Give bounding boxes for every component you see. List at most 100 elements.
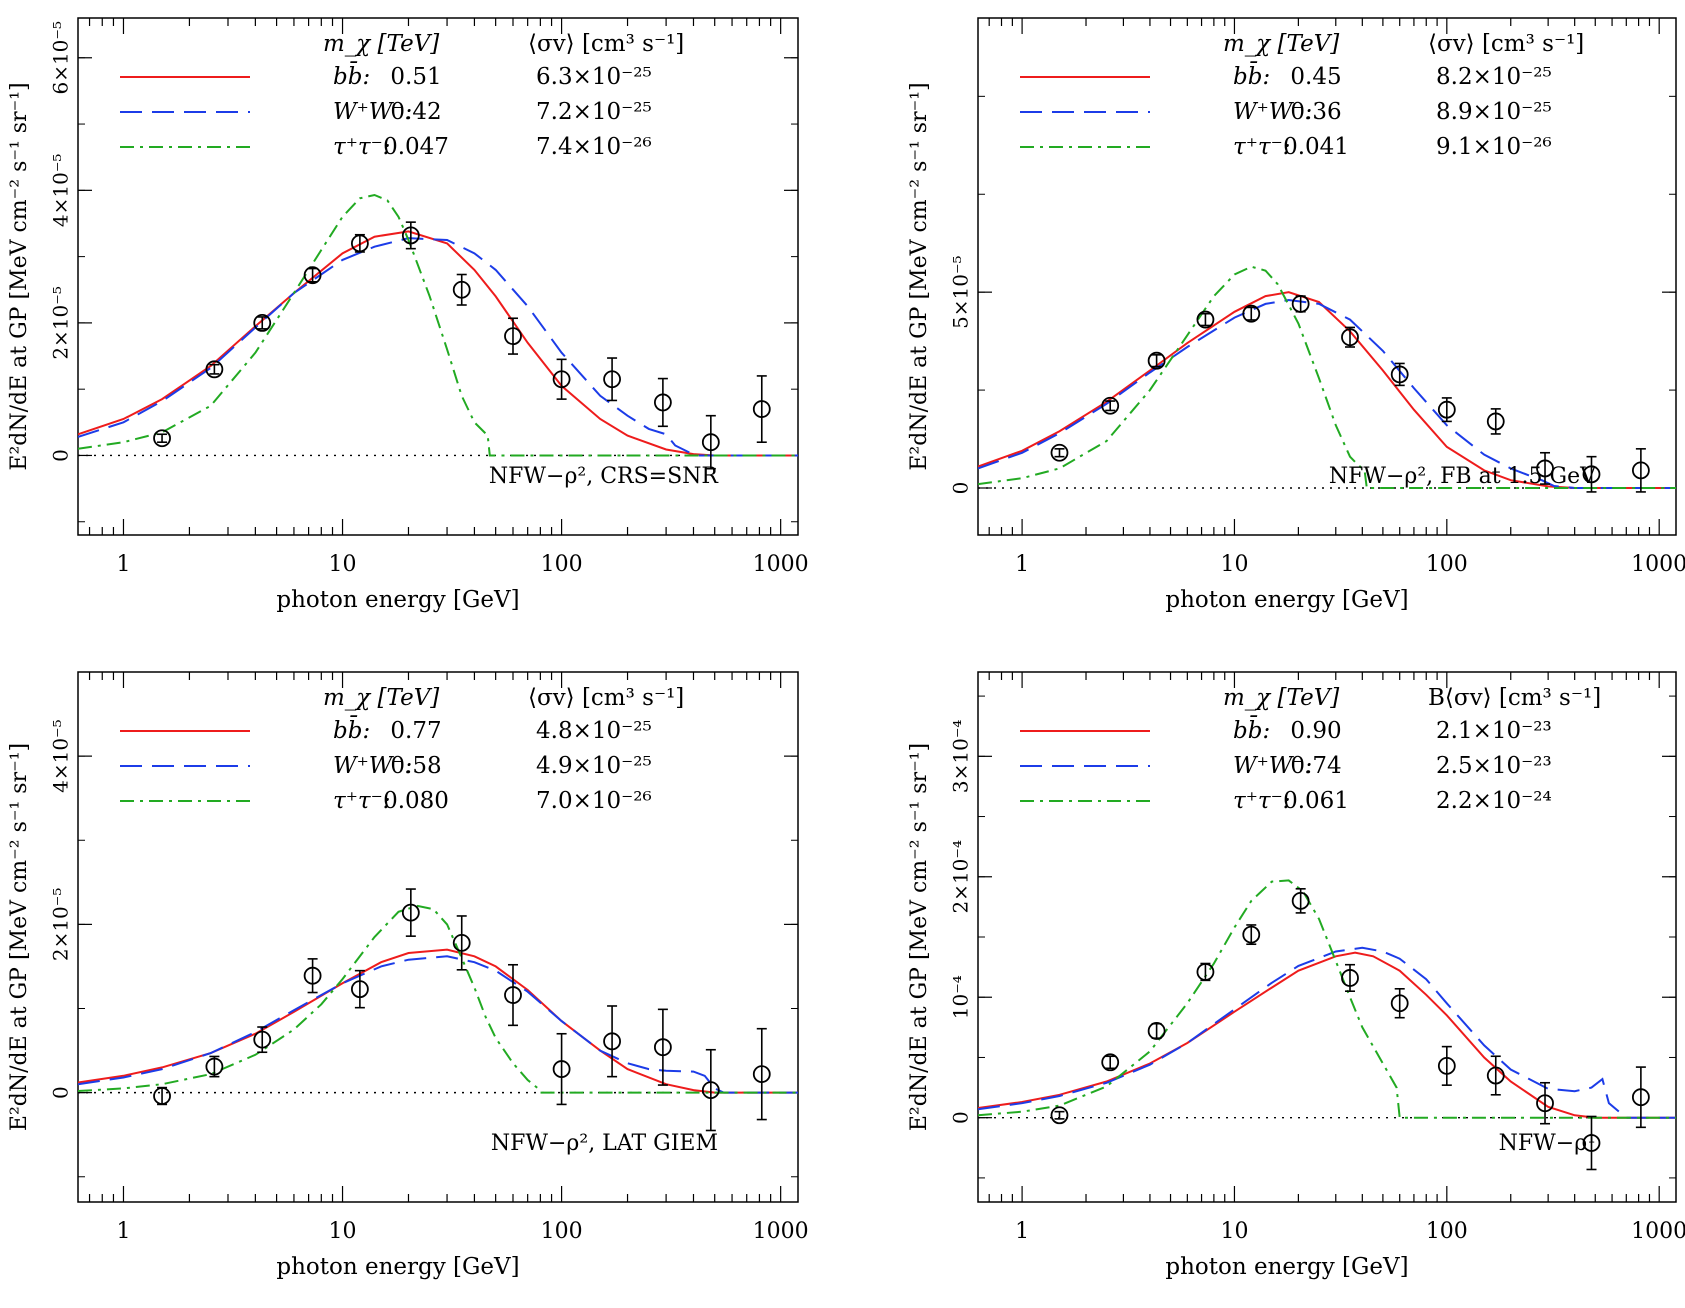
panel-label: NFW−ρ², FB at 1.5 GeV [1329,464,1597,489]
legend-mass-ww: 0.42 [390,99,441,125]
legend-name-bb: bb̄: [1233,62,1270,90]
data-point [701,414,720,470]
x-tick-label: 1 [1015,1219,1029,1244]
legend-name-ww: W⁺W⁻: [333,753,412,779]
legend-header-mass: m_χ [TeV] [1223,685,1339,711]
data-point [552,358,571,400]
curve-ww [78,237,798,457]
data-point [1631,448,1650,493]
data-point [1536,451,1554,485]
legend-header-sv: ⟨σv⟩ [cm³ s⁻¹] [528,31,684,57]
x-axis-label: photon energy [GeV] [276,587,519,613]
legend-name-ww: W⁺W⁻: [1233,753,1312,779]
data-point [504,317,522,355]
y-tick-label: 0 [49,1086,73,1099]
curve-tt [78,193,798,457]
data-point [1242,924,1261,946]
curve-tt [978,265,1676,489]
legend-name-tt: τ⁺τ⁻: [333,134,390,160]
data-point [752,375,771,444]
curve-bb [78,230,798,457]
legend-sv-tt: 7.0×10⁻²⁶ [536,788,652,814]
curve-tt [978,879,1676,1119]
data-point [205,1055,224,1078]
data-point [1101,396,1120,415]
x-tick-label: 1000 [753,1219,809,1244]
legend-sv-tt: 9.1×10⁻²⁶ [1436,134,1552,160]
y-tick-label: 5×10⁻⁵ [949,255,973,329]
y-tick-label: 0 [949,1111,973,1124]
legend-header-sv: B⟨σv⟩ [cm³ s⁻¹] [1428,685,1601,711]
x-tick-label: 1 [1015,552,1029,577]
legend-sv-ww: 7.2×10⁻²⁵ [536,99,652,125]
data-point [504,963,522,1027]
data-point [153,429,171,448]
x-tick-label: 10 [1220,1219,1248,1244]
legend-mass-ww: 0.58 [390,753,441,779]
legend-mass-tt: 0.080 [383,788,449,814]
legend-name-bb: bb̄: [1233,716,1270,744]
data-point [1437,1045,1456,1086]
curve-bb [78,948,798,1094]
data-point [1486,408,1505,435]
legend-sv-tt: 7.4×10⁻²⁶ [536,134,652,160]
data-point [552,1032,571,1106]
data-point [153,1086,171,1106]
data-point [205,360,224,379]
data-point [452,273,471,306]
data-point [603,1005,621,1078]
data-point [1437,397,1456,423]
panel-2: 1 10 100 1000 0 5×10⁻⁵ m_χ [TeV] ⟨σv⟩ [cm³ s⁻¹]… [907,17,1685,613]
x-axis-label: photon energy [GeV] [1165,1254,1408,1280]
data-point [253,313,272,332]
data-point [1486,1055,1505,1096]
data-point [1631,1066,1650,1129]
data-point [603,357,621,402]
data-point [401,221,420,250]
curve-tt [78,904,798,1094]
legend-mass-bb: 0.90 [1290,718,1341,744]
legend-mass-tt: 0.041 [1283,134,1349,160]
data-point [653,1008,672,1086]
plot-frame [77,671,799,1203]
panel-label: NFW−ρ², LAT GIEM [491,1131,718,1156]
x-axis-label: photon energy [GeV] [276,1254,519,1280]
x-tick-label: 100 [541,552,583,577]
data-point [1291,888,1310,914]
legend-sv-tt: 2.2×10⁻²⁴ [1436,788,1552,814]
legend-header-sv: ⟨σv⟩ [cm³ s⁻¹] [1428,31,1584,57]
legend-sv-bb: 4.8×10⁻²⁵ [536,718,652,744]
data-point [1101,1053,1120,1072]
data-point [350,233,369,253]
data-point [303,266,322,285]
legend-name-bb: bb̄: [333,716,370,744]
legend-header-mass: m_χ [TeV] [323,685,439,711]
legend-name-tt: τ⁺τ⁻: [1233,788,1290,814]
data-point [701,1048,720,1132]
legend-header-mass: m_χ [TeV] [1223,31,1339,57]
data-point [1390,987,1409,1019]
panel-label: NFW−ρ¹ [1499,1131,1596,1156]
panel-1: 1 10 100 1000 0 2×10⁻⁵ 4×10⁻⁵ 6×10⁻⁵ m_χ [TeV] ⟨σ… [7,17,809,613]
data-point [1582,455,1601,493]
curve-ww [978,946,1676,1119]
x-tick-label: 100 [541,1219,583,1244]
data-point [1341,963,1359,993]
plot-frame [77,17,799,536]
y-axis-label: E²dN/dE at GP [MeV cm⁻² s⁻¹ sr⁻¹] [907,82,932,470]
x-tick-label: 1000 [1631,1219,1685,1244]
x-tick-label: 10 [1220,552,1248,577]
data-point [401,888,420,937]
panel-4: 1 10 100 1000 0 10⁻⁴ 2×10⁻⁴ 3×10⁻⁴ m_χ [TeV] B⟨σv… [907,671,1685,1280]
panel-3: 1 10 100 1000 0 2×10⁻⁵ 4×10⁻⁵ m_χ [TeV] ⟨σv⟩ [cm… [7,671,809,1280]
legend-sv-bb: 8.2×10⁻²⁵ [1436,64,1552,90]
y-tick-label: 4×10⁻⁵ [49,154,73,228]
data-point [1196,310,1215,329]
data-point [1291,295,1310,313]
data-point [1242,304,1261,323]
plot-frame [977,17,1677,536]
x-tick-label: 1 [116,1219,130,1244]
data-point [1390,362,1409,387]
y-tick-label: 3×10⁻⁴ [949,720,973,794]
